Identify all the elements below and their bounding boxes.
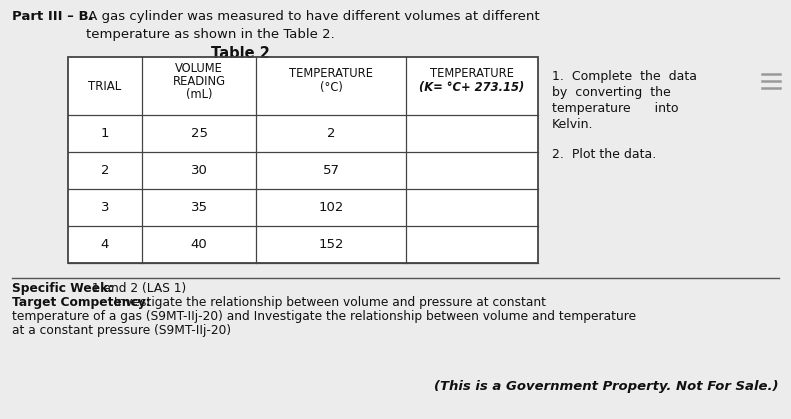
Text: Table 2: Table 2 bbox=[210, 46, 270, 61]
Text: 2.  Plot the data.: 2. Plot the data. bbox=[552, 148, 657, 161]
Text: 2: 2 bbox=[100, 164, 109, 177]
Text: Specific Week:: Specific Week: bbox=[12, 282, 113, 295]
Text: 57: 57 bbox=[323, 164, 339, 177]
Text: (mL): (mL) bbox=[186, 88, 212, 101]
Text: 40: 40 bbox=[191, 238, 207, 251]
Text: Part III – B.: Part III – B. bbox=[12, 10, 94, 23]
Text: (K= °C+ 273.15): (K= °C+ 273.15) bbox=[419, 81, 524, 94]
Text: Investigate the relationship between volume and pressure at constant: Investigate the relationship between vol… bbox=[110, 296, 546, 309]
Text: 3: 3 bbox=[100, 201, 109, 214]
Text: TRIAL: TRIAL bbox=[89, 80, 122, 93]
Text: temperature as shown in the Table 2.: temperature as shown in the Table 2. bbox=[86, 28, 335, 41]
Text: 1: 1 bbox=[100, 127, 109, 140]
Text: 25: 25 bbox=[191, 127, 207, 140]
Text: 2: 2 bbox=[327, 127, 335, 140]
Text: temperature of a gas (S9MT-IIj-20) and Investigate the relationship between volu: temperature of a gas (S9MT-IIj-20) and I… bbox=[12, 310, 636, 323]
Text: Target Competency:: Target Competency: bbox=[12, 296, 151, 309]
Text: (°C): (°C) bbox=[320, 81, 343, 94]
Text: 152: 152 bbox=[318, 238, 344, 251]
Bar bbox=[68, 57, 538, 263]
Text: 35: 35 bbox=[191, 201, 207, 214]
Text: by  converting  the: by converting the bbox=[552, 86, 671, 99]
Text: TEMPERATURE: TEMPERATURE bbox=[289, 67, 373, 80]
Text: 1 and 2 (LAS 1): 1 and 2 (LAS 1) bbox=[88, 282, 186, 295]
Text: READING: READING bbox=[172, 75, 225, 88]
Text: Kelvin.: Kelvin. bbox=[552, 118, 593, 131]
Text: 4: 4 bbox=[100, 238, 109, 251]
Text: (This is a Government Property. Not For Sale.): (This is a Government Property. Not For … bbox=[434, 380, 779, 393]
Text: at a constant pressure (S9MT-IIj-20): at a constant pressure (S9MT-IIj-20) bbox=[12, 324, 231, 337]
Text: 1.  Complete  the  data: 1. Complete the data bbox=[552, 70, 697, 83]
Text: VOLUME: VOLUME bbox=[175, 62, 223, 75]
Text: 30: 30 bbox=[191, 164, 207, 177]
Text: A gas cylinder was measured to have different volumes at different: A gas cylinder was measured to have diff… bbox=[84, 10, 539, 23]
Text: 102: 102 bbox=[318, 201, 343, 214]
Text: temperature      into: temperature into bbox=[552, 102, 679, 115]
Bar bbox=[68, 57, 538, 263]
Text: TEMPERATURE: TEMPERATURE bbox=[430, 67, 514, 80]
